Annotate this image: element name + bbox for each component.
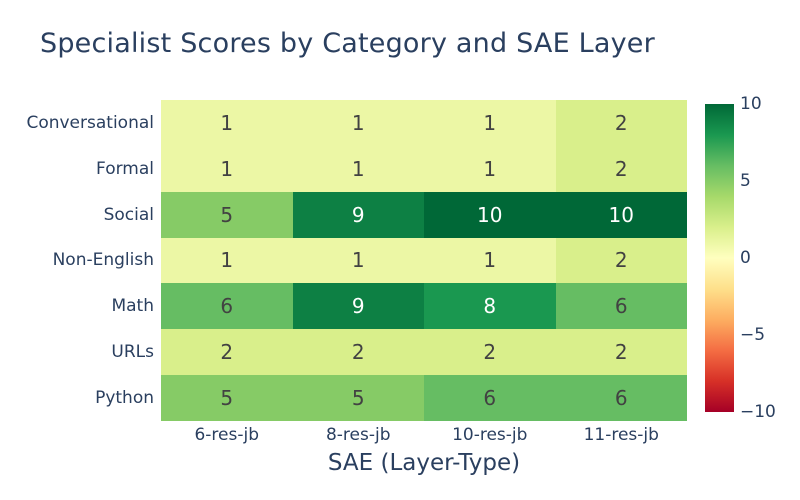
colorbar-tick-label: 0 <box>740 248 751 268</box>
y-axis-label: URLs <box>111 342 154 363</box>
y-axis-label: Math <box>111 296 154 317</box>
y-axis-label: Python <box>95 388 154 409</box>
x-axis-label: 11-res-jb <box>583 425 659 445</box>
y-axis-label: Social <box>103 204 154 225</box>
heatmap-cell[interactable]: 10 <box>555 191 687 238</box>
colorbar-tick-label: 10 <box>740 94 762 114</box>
x-axis-title: SAE (Layer-Type) <box>327 450 521 476</box>
x-axis-label: 8-res-jb <box>325 425 391 445</box>
heatmap-cell[interactable]: 5 <box>161 191 293 238</box>
heatmap-cell[interactable]: 10 <box>424 191 556 238</box>
heatmap-cell[interactable]: 6 <box>555 283 687 330</box>
heatmap-cell[interactable]: 8 <box>424 283 556 330</box>
colorbar-gradient <box>705 104 734 412</box>
heatmap-cell[interactable]: 1 <box>161 237 293 284</box>
heatmap-cell[interactable]: 2 <box>161 329 293 376</box>
heatmap: 1 1 1 2 1 1 1 2 5 9 10 10 1 1 1 2 6 9 8 6 2 2 2 2 5 5 6 6 <box>161 100 687 421</box>
colorbar-tick-label: 5 <box>740 171 751 191</box>
heatmap-cell[interactable]: 1 <box>292 237 424 284</box>
colorbar-tick-label: −5 <box>740 325 766 345</box>
heatmap-cell[interactable]: 2 <box>424 329 556 376</box>
heatmap-cell[interactable]: 2 <box>555 237 687 284</box>
heatmap-cell[interactable]: 9 <box>292 283 424 330</box>
chart-title: Specialist Scores by Category and SAE La… <box>40 28 655 59</box>
y-axis: Conversational Formal Social Non-English Mat… <box>0 100 154 421</box>
heatmap-cell[interactable]: 1 <box>424 100 556 146</box>
heatmap-cell[interactable]: 2 <box>555 145 687 192</box>
heatmap-cell[interactable]: 1 <box>424 237 556 284</box>
heatmap-cell[interactable]: 2 <box>292 329 424 376</box>
y-axis-label: Conversational <box>26 112 154 133</box>
heatmap-cell[interactable]: 1 <box>424 145 556 192</box>
x-axis: 6-res-jb 8-res-jb 10-res-jb 11-res-jb <box>161 425 687 445</box>
heatmap-cell[interactable]: 1 <box>292 100 424 146</box>
y-axis-label: Non-English <box>52 250 154 271</box>
heatmap-cell[interactable]: 1 <box>161 145 293 192</box>
colorbar-ticks: 10 5 0 −5 −10 <box>740 94 798 422</box>
heatmap-cell[interactable]: 2 <box>555 329 687 376</box>
x-axis-label: 10-res-jb <box>452 425 528 445</box>
heatmap-cell[interactable]: 2 <box>555 100 687 146</box>
heatmap-cell[interactable]: 1 <box>161 100 293 146</box>
x-axis-label: 6-res-jb <box>194 425 260 445</box>
heatmap-cell[interactable]: 6 <box>424 375 556 421</box>
heatmap-cell[interactable]: 1 <box>292 145 424 192</box>
heatmap-cell[interactable]: 6 <box>161 283 293 330</box>
heatmap-cell[interactable]: 6 <box>555 375 687 421</box>
heatmap-cell[interactable]: 5 <box>161 375 293 421</box>
heatmap-cell[interactable]: 5 <box>292 375 424 421</box>
heatmap-cell[interactable]: 9 <box>292 191 424 238</box>
colorbar-tick-label: −10 <box>740 402 776 422</box>
y-axis-label: Formal <box>96 158 154 179</box>
